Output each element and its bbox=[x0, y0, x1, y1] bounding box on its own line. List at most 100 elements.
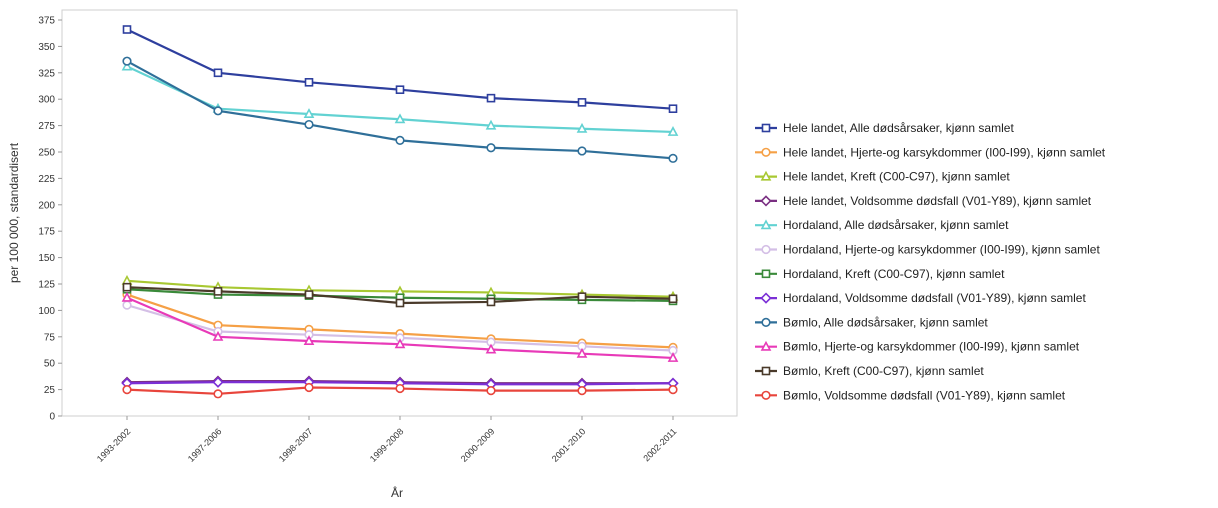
data-point bbox=[486, 93, 496, 103]
series-group bbox=[122, 25, 678, 114]
y-axis: 0 25 50 75 100 125 150 175 200 225 250 275 300 325 350… bbox=[38, 16, 62, 423]
legend-item: Hele landet, Kreft (C00-C97), kjønn saml… bbox=[755, 170, 1010, 184]
data-point bbox=[395, 135, 405, 145]
y-tick-label: 325 bbox=[38, 68, 55, 79]
legend-swatch-marker bbox=[760, 340, 772, 351]
legend-item: Bømlo, Hjerte-og karsykdommer (I00-I99),… bbox=[755, 340, 1080, 354]
series-group bbox=[122, 56, 678, 163]
data-point bbox=[486, 143, 496, 153]
data-point bbox=[486, 386, 496, 396]
legend-item: Hordaland, Kreft (C00-C97), kjønn samlet bbox=[755, 267, 1005, 281]
data-point bbox=[577, 292, 587, 301]
legend-swatch-marker bbox=[761, 147, 771, 157]
legend-item: Hele landet, Hjerte-og karsykdommer (I00… bbox=[755, 145, 1106, 159]
legend-swatch-marker bbox=[760, 170, 772, 181]
x-tick-label: 1997-2006 bbox=[186, 426, 224, 464]
legend-swatch-marker bbox=[761, 123, 771, 133]
legend-label: Bømlo, Hjerte-og karsykdommer (I00-I99),… bbox=[783, 340, 1080, 354]
y-tick-label: 375 bbox=[38, 16, 55, 27]
series-group bbox=[121, 376, 679, 390]
x-tick-label: 2002-2011 bbox=[641, 426, 678, 463]
legend-label: Hele landet, Alle dødsårsaker, kjønn sam… bbox=[783, 121, 1014, 135]
series-group bbox=[122, 382, 678, 399]
y-tick-label: 150 bbox=[38, 253, 55, 264]
data-point bbox=[303, 108, 315, 118]
x-tick-label: 1993-2002 bbox=[95, 426, 133, 464]
legend-swatch-marker bbox=[760, 195, 772, 207]
legend-swatch-marker bbox=[761, 244, 771, 255]
legend-label: Hele landet, Voldsomme dødsfall (V01-Y89… bbox=[783, 194, 1092, 208]
data-point bbox=[122, 300, 132, 310]
data-point bbox=[395, 298, 405, 308]
x-tick-label: 2000-2009 bbox=[459, 426, 497, 464]
data-point bbox=[303, 335, 315, 346]
data-point bbox=[122, 56, 132, 66]
legend-item: Bømlo, Kreft (C00-C97), kjønn samlet bbox=[755, 364, 984, 378]
y-tick-label: 300 bbox=[38, 95, 55, 106]
data-point bbox=[667, 126, 679, 136]
legend-item: Hordaland, Hjerte-og karsykdommer (I00-I… bbox=[755, 243, 1100, 257]
data-point bbox=[668, 153, 678, 163]
data-point bbox=[213, 106, 223, 116]
data-point bbox=[304, 119, 314, 130]
legend-label: Hordaland, Alle dødsårsaker, kjønn samle… bbox=[783, 218, 1009, 232]
x-tick-label: 1998-2007 bbox=[277, 426, 315, 464]
data-point bbox=[122, 385, 132, 395]
legend-label: Bømlo, Voldsomme dødsfall (V01-Y89), kjø… bbox=[783, 388, 1066, 402]
data-point bbox=[121, 291, 133, 302]
data-point bbox=[304, 78, 314, 87]
y-tick-label: 175 bbox=[38, 227, 55, 238]
y-tick-label: 0 bbox=[49, 412, 55, 423]
legend-item: Hordaland, Alle dødsårsaker, kjønn samle… bbox=[755, 218, 1009, 232]
legend-item: Bømlo, Alle dødsårsaker, kjønn samlet bbox=[755, 315, 988, 329]
legend-swatch-marker bbox=[761, 390, 771, 400]
y-tick-label: 50 bbox=[44, 359, 56, 370]
data-point bbox=[213, 68, 223, 78]
y-tick-label: 100 bbox=[38, 306, 55, 317]
data-point bbox=[486, 297, 496, 307]
data-point bbox=[576, 122, 588, 133]
legend-label: Hele landet, Kreft (C00-C97), kjønn saml… bbox=[783, 170, 1010, 184]
data-point bbox=[212, 376, 224, 388]
x-axis: 1993-2002 1997-2006 1998-2007 1999-2008 2000… bbox=[95, 416, 678, 464]
y-tick-label: 200 bbox=[38, 200, 55, 211]
data-point bbox=[485, 119, 497, 130]
legend-item: Hele landet, Alle dødsårsaker, kjønn sam… bbox=[755, 121, 1014, 135]
data-point bbox=[668, 385, 678, 395]
x-tick-label: 1999-2008 bbox=[368, 426, 406, 464]
series-layer bbox=[121, 25, 679, 399]
legend-label: Bømlo, Kreft (C00-C97), kjønn samlet bbox=[783, 364, 984, 378]
data-point bbox=[577, 98, 587, 107]
y-tick-label: 25 bbox=[44, 385, 56, 396]
legend-item: Bømlo, Voldsomme dødsfall (V01-Y89), kjø… bbox=[755, 388, 1066, 402]
data-point bbox=[668, 294, 678, 304]
data-point bbox=[668, 104, 678, 114]
series-group bbox=[122, 282, 678, 308]
y-tick-label: 225 bbox=[38, 174, 55, 185]
data-point bbox=[667, 352, 679, 362]
legend-swatch-marker bbox=[760, 219, 772, 230]
y-tick-label: 125 bbox=[38, 280, 55, 291]
legend-label: Bømlo, Alle dødsårsaker, kjønn samlet bbox=[783, 315, 988, 329]
x-axis-title: År bbox=[391, 485, 403, 500]
legend-item: Hordaland, Voldsomme dødsfall (V01-Y89),… bbox=[755, 291, 1086, 305]
y-tick-label: 275 bbox=[38, 121, 55, 132]
legend-swatch-marker bbox=[761, 366, 771, 376]
data-point bbox=[394, 113, 406, 124]
legend-swatch-marker bbox=[760, 292, 772, 304]
data-point bbox=[576, 347, 588, 358]
legend-label: Hordaland, Kreft (C00-C97), kjønn samlet bbox=[783, 267, 1005, 281]
y-tick-label: 350 bbox=[38, 42, 55, 53]
data-point bbox=[304, 290, 314, 299]
y-tick-label: 75 bbox=[44, 332, 56, 343]
legend-item: Hele landet, Voldsomme dødsfall (V01-Y89… bbox=[755, 194, 1092, 208]
data-point bbox=[121, 60, 133, 71]
legend-label: Hordaland, Voldsomme dødsfall (V01-Y89),… bbox=[783, 291, 1086, 305]
y-axis-title: per 100 000, standardisert bbox=[7, 142, 21, 283]
legend: Hele landet, Alle dødsårsaker, kjønn sam… bbox=[755, 121, 1106, 402]
legend-label: Hordaland, Hjerte-og karsykdommer (I00-I… bbox=[783, 243, 1100, 257]
legend-swatch-marker bbox=[761, 269, 771, 279]
data-point bbox=[395, 85, 405, 94]
